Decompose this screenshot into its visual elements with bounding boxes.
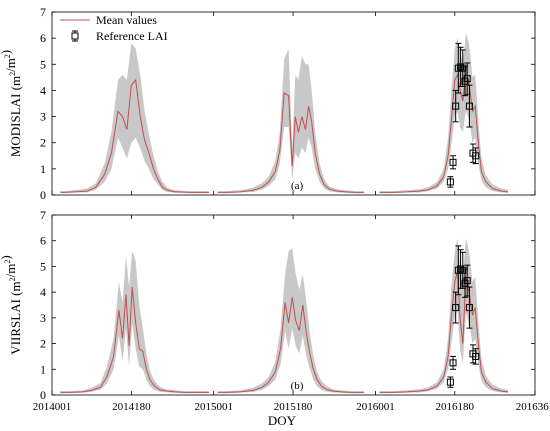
mean-line-2 bbox=[217, 297, 364, 393]
reference-marker bbox=[454, 266, 462, 274]
legend-ref-swatch bbox=[71, 32, 79, 40]
reference-point bbox=[449, 355, 457, 370]
y-axis-label: VIIRSLAI (m2/m2) bbox=[0, 255, 23, 354]
y-tick-label: 3 bbox=[40, 110, 46, 124]
y-tick-label: 4 bbox=[40, 83, 46, 97]
panel-b: 0 1 2 3 4 5 6 7 2014001 2014180 2015001 2015180 2016… bbox=[0, 208, 550, 413]
reference-marker bbox=[463, 277, 471, 285]
y-tick-label: 7 bbox=[40, 5, 46, 19]
reference-marker bbox=[472, 152, 480, 160]
reference-marker bbox=[449, 158, 457, 166]
x-tick-label: 2014001 bbox=[33, 401, 72, 413]
reference-marker bbox=[472, 352, 480, 360]
x-tick-label: 2015180 bbox=[274, 401, 313, 413]
reference-point bbox=[452, 291, 460, 324]
plot-frame bbox=[51, 11, 536, 196]
panel-label: (b) bbox=[291, 380, 304, 392]
reference-marker bbox=[465, 102, 473, 110]
reference-point bbox=[472, 348, 480, 365]
x-tick-label: 2014180 bbox=[112, 401, 151, 413]
x-tick-label: 2016180 bbox=[436, 401, 475, 413]
reference-marker bbox=[452, 102, 460, 110]
reference-marker bbox=[459, 266, 467, 274]
reference-marker bbox=[452, 304, 460, 312]
x-axis-label: DOY bbox=[268, 413, 297, 428]
y-tick-label: 0 bbox=[40, 388, 46, 402]
y-tick-label: 5 bbox=[40, 259, 46, 273]
uncertainty-band-2 bbox=[217, 48, 364, 194]
reference-point bbox=[446, 376, 454, 388]
reference-point bbox=[449, 155, 457, 170]
reference-point bbox=[454, 42, 462, 94]
reference-point bbox=[446, 176, 454, 188]
reference-marker bbox=[465, 304, 473, 312]
panel-a: 0 1 2 3 4 5 6 7 MODISLAI (m2/m2) (a) Mean values Re… bbox=[0, 5, 536, 202]
uncertainty-band-3 bbox=[379, 32, 508, 194]
uncertainty-band-1 bbox=[60, 251, 209, 394]
y-tick-label: 6 bbox=[40, 31, 46, 45]
mean-line-1 bbox=[60, 78, 209, 193]
y-tick-label: 2 bbox=[40, 136, 46, 150]
reference-point bbox=[472, 147, 480, 165]
y-tick-label: 0 bbox=[40, 188, 46, 202]
reference-marker bbox=[446, 378, 454, 386]
mean-line-2 bbox=[217, 92, 364, 193]
y-tick-label: 1 bbox=[40, 162, 46, 176]
reference-marker bbox=[463, 75, 471, 83]
y-tick-label: 4 bbox=[40, 285, 46, 299]
reference-point bbox=[454, 245, 462, 296]
mean-line-1 bbox=[60, 286, 209, 393]
uncertainty-band-1 bbox=[60, 43, 209, 194]
plot-frame bbox=[51, 214, 536, 396]
reference-point bbox=[459, 251, 467, 289]
x-tick-label: 2016001 bbox=[356, 401, 395, 413]
uncertainty-band-3 bbox=[379, 238, 508, 394]
uncertainty-band-2 bbox=[217, 248, 364, 394]
legend-mean-label: Mean values bbox=[96, 13, 157, 27]
y-tick-label: 1 bbox=[40, 362, 46, 376]
reference-point bbox=[465, 286, 473, 329]
x-tick-label: 2015001 bbox=[194, 401, 233, 413]
y-tick-label: 5 bbox=[40, 57, 46, 71]
reference-point bbox=[459, 49, 467, 88]
y-tick-label: 3 bbox=[40, 311, 46, 325]
legend: Mean values Reference LAI bbox=[60, 13, 168, 43]
reference-point bbox=[465, 84, 473, 128]
reference-marker bbox=[449, 359, 457, 367]
reference-marker bbox=[454, 64, 462, 72]
y-tick-label: 2 bbox=[40, 337, 46, 351]
reference-marker bbox=[459, 64, 467, 72]
panel-label: (a) bbox=[291, 180, 304, 192]
mean-line-3 bbox=[379, 271, 509, 393]
y-axis-label: MODISLAI (m2/m2) bbox=[0, 50, 23, 157]
y-tick-label: 6 bbox=[40, 234, 46, 248]
x-tick-label: 2016361 bbox=[516, 401, 550, 413]
reference-point bbox=[452, 89, 460, 123]
y-tick-label: 7 bbox=[40, 208, 46, 222]
legend-ref-label: Reference LAI bbox=[96, 29, 168, 43]
reference-marker bbox=[446, 178, 454, 186]
mean-line-3 bbox=[379, 71, 509, 193]
